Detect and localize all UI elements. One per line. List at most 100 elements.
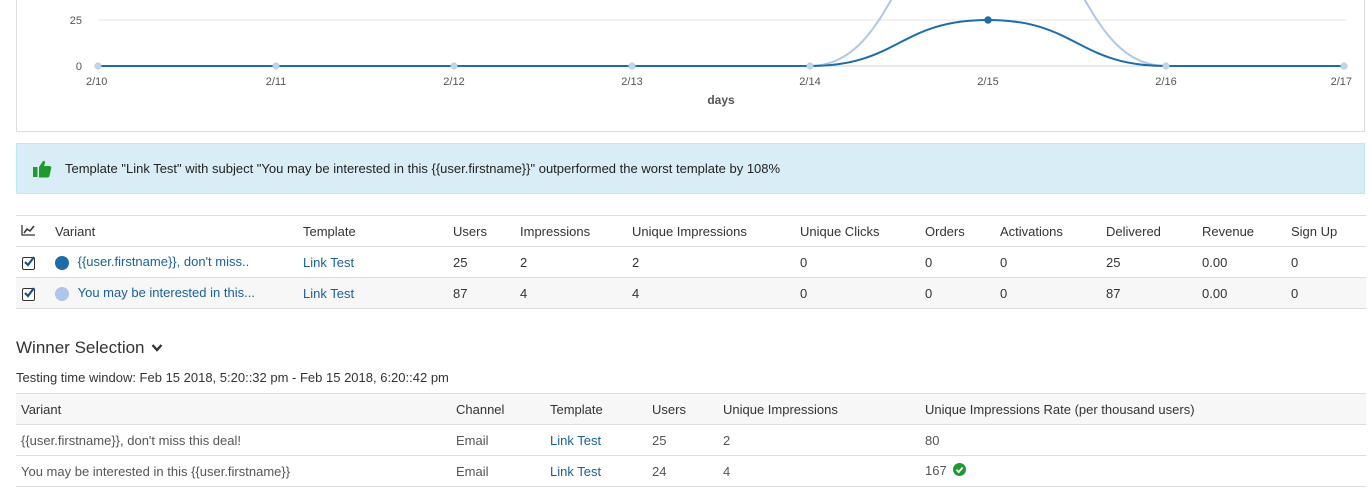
chart-toggle-icon[interactable] [16, 216, 55, 247]
chart-panel [16, 0, 1365, 132]
variant-cell: {{user.firstname}}, don't miss this deal… [21, 432, 241, 448]
variant-cell: {{user.firstname}}, don't miss.. [55, 247, 303, 278]
users-cell: 25 [652, 432, 667, 448]
col-template[interactable]: Template [550, 401, 603, 417]
testing-time-window: Testing time window: Feb 15 2018, 5:20::… [16, 370, 449, 385]
template-link[interactable]: Link Test [303, 285, 355, 301]
x-tick-label: 2/10 [86, 76, 107, 88]
thumbs-up-icon [31, 158, 53, 180]
variant-cell: You may be interested in this {{user.fir… [21, 463, 291, 479]
template-link[interactable]: Link Test [550, 432, 602, 448]
sign-up-cell: 0 [1291, 254, 1299, 270]
orders-cell: 0 [925, 254, 933, 270]
x-tick-label: 2/17 [1331, 76, 1352, 88]
rate-cell: 80 [925, 432, 940, 448]
data-point[interactable] [628, 62, 636, 70]
winner-check-icon [953, 463, 967, 479]
col-unique-impressions[interactable]: Unique Impressions [632, 223, 747, 239]
unique-impressions-cell: 2 [723, 432, 731, 448]
col-unique-clicks[interactable]: Unique Clicks [800, 223, 880, 239]
table-row: {{user.firstname}}, don't miss this deal… [16, 425, 1366, 456]
variant-link[interactable]: {{user.firstname}}, don't miss.. [77, 254, 250, 270]
data-point[interactable] [272, 62, 280, 70]
series-color-dot [55, 286, 69, 301]
col-channel[interactable]: Channel [456, 401, 505, 417]
y-tick-label: 0 [76, 61, 82, 73]
col-unique-impressions-rate[interactable]: Unique Impressions Rate (per thousand us… [925, 401, 1195, 417]
col-orders[interactable]: Orders [925, 223, 965, 239]
x-tick-label: 2/14 [799, 76, 820, 88]
data-point[interactable] [1162, 62, 1170, 70]
template-link[interactable]: Link Test [550, 463, 602, 479]
data-point[interactable] [94, 62, 102, 70]
variant-table: Variant Template Users Impressions Uniqu… [16, 215, 1366, 309]
winner-selection-title: Winner Selection [16, 338, 145, 357]
activations-cell: 0 [1000, 285, 1008, 301]
row-checkbox[interactable] [16, 278, 55, 309]
unique-clicks-cell: 0 [800, 254, 808, 270]
data-point[interactable] [450, 62, 458, 70]
data-point[interactable] [806, 62, 814, 70]
table-row: You may be interested in this {{user.fir… [16, 456, 1366, 487]
revenue-cell: 0.00 [1202, 285, 1228, 301]
x-tick-label: 2/15 [977, 76, 998, 88]
x-tick-label: 2/12 [443, 76, 464, 88]
unique-impressions-cell: 4 [723, 463, 731, 479]
rate-value: 167 [925, 462, 947, 478]
winner-table: Variant Channel Template Users Unique Im… [16, 393, 1366, 487]
template-link[interactable]: Link Test [303, 254, 355, 270]
checkbox-checked-icon[interactable] [22, 255, 35, 270]
variant-link[interactable]: You may be interested in this... [77, 285, 255, 301]
table-row: {{user.firstname}}, don't miss.. Link Te… [16, 247, 1366, 278]
col-template[interactable]: Template [303, 223, 356, 239]
unique-impressions-cell: 2 [632, 254, 640, 270]
users-cell: 87 [453, 285, 468, 301]
col-variant[interactable]: Variant [55, 223, 96, 239]
col-unique-impressions[interactable]: Unique Impressions [723, 401, 838, 417]
col-users[interactable]: Users [453, 223, 487, 239]
winner-alert: Template "Link Test" with subject "You m… [16, 143, 1365, 194]
col-impressions[interactable]: Impressions [520, 223, 591, 239]
impressions-cell: 2 [520, 254, 528, 270]
data-point[interactable] [984, 16, 992, 24]
col-delivered[interactable]: Delivered [1106, 223, 1161, 239]
winner-selection-toggle[interactable]: Winner Selection [16, 338, 163, 358]
col-sign-up[interactable]: Sign Up [1291, 223, 1338, 239]
series-line [98, 0, 1344, 68]
impressions-cell: 4 [520, 285, 528, 301]
series-color-dot [55, 255, 69, 270]
line-chart: 25 0 2/10 2/11 2/12 2/13 2/14 2/15 2/16 2/17 days [70, 0, 1352, 107]
col-revenue[interactable]: Revenue [1202, 223, 1255, 239]
unique-clicks-cell: 0 [800, 285, 808, 301]
table-row: You may be interested in this... Link Te… [16, 277, 1366, 309]
revenue-cell: 0.00 [1202, 254, 1228, 270]
row-checkbox[interactable] [16, 247, 55, 278]
chevron-down-icon [151, 338, 163, 358]
delivered-cell: 25 [1106, 254, 1121, 270]
sign-up-cell: 0 [1291, 285, 1299, 301]
variant-cell: You may be interested in this... [55, 278, 303, 309]
col-activations[interactable]: Activations [1000, 223, 1063, 239]
data-point[interactable] [1340, 62, 1348, 70]
x-tick-label: 2/11 [266, 76, 287, 88]
channel-cell: Email [456, 463, 489, 479]
table-header-row: Variant Template Users Impressions Uniqu… [16, 215, 1366, 247]
table-header-row: Variant Channel Template Users Unique Im… [16, 393, 1366, 425]
x-axis-label: days [707, 93, 735, 107]
col-users[interactable]: Users [652, 401, 686, 417]
x-tick-label: 2/16 [1155, 76, 1176, 88]
x-tick-label: 2/13 [621, 76, 642, 88]
delivered-cell: 87 [1106, 285, 1121, 301]
users-cell: 24 [652, 463, 667, 479]
y-tick-label: 25 [70, 15, 82, 27]
unique-impressions-cell: 4 [632, 285, 640, 301]
channel-cell: Email [456, 432, 489, 448]
alert-text: Template "Link Test" with subject "You m… [65, 161, 781, 176]
rate-cell: 167 [925, 456, 1366, 487]
series-line [98, 18, 1344, 68]
users-cell: 25 [453, 254, 468, 270]
orders-cell: 0 [925, 285, 933, 301]
activations-cell: 0 [1000, 254, 1008, 270]
checkbox-checked-icon[interactable] [22, 286, 35, 301]
col-variant[interactable]: Variant [21, 401, 62, 417]
